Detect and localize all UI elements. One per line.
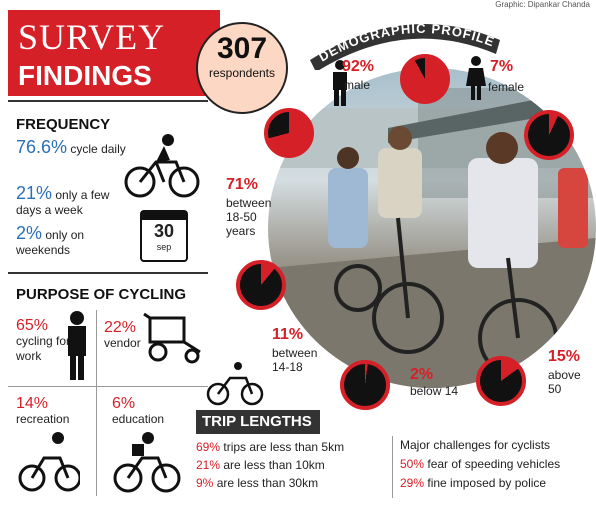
frequency-item-daily: 76.6% cycle daily [16, 137, 126, 157]
trip-item: 21% are less than 10km [196, 458, 325, 472]
pie-male [400, 54, 450, 104]
title-line-1: SURVEY [18, 17, 166, 57]
divider [8, 272, 208, 274]
vendor-cart-icon [143, 312, 201, 364]
frequency-heading: FREQUENCY [16, 116, 111, 133]
below-14-value: 2% [410, 366, 434, 383]
demographic-banner-arc: DEMOGRAPHIC PROFILE [310, 21, 500, 70]
pie-above-50 [476, 356, 526, 406]
age-14-18-label: between 14-18 [272, 346, 318, 374]
above-50-value: 15% [548, 348, 581, 365]
female-label: female [488, 80, 525, 94]
purpose-item-work: 65% cycling for work [16, 317, 71, 364]
age-18-50-label: between 18-50 years [226, 196, 272, 238]
male-label: male [344, 78, 371, 92]
frequency-item-weekly: 21% only a few days a week [16, 183, 110, 217]
purpose-item-vendor: 22% vendor [104, 319, 141, 351]
title-line-2: FINDINGS [18, 60, 152, 91]
student-cyclist-icon [113, 432, 181, 493]
female-icon [466, 56, 486, 100]
purpose-item-education: 6% education [112, 395, 165, 427]
pie-14-18 [236, 260, 286, 310]
female-value: 7% [490, 58, 514, 75]
calendar-month: sep [156, 242, 172, 252]
recreation-cyclist-icon [18, 432, 80, 492]
purpose-item-recreation: 14% recreation [16, 395, 70, 427]
trip-item: 9% are less than 30km [196, 476, 319, 490]
challenges-heading: Major challenges for cyclists [400, 438, 551, 452]
challenge-item: 29% fine imposed by police [400, 476, 547, 490]
age-18-50-value: 71% [226, 176, 259, 193]
divider [8, 100, 208, 102]
respondents-label: respondents [208, 66, 276, 80]
pie-18-50 [264, 108, 314, 158]
title-banner [8, 10, 220, 96]
respondents-badge: 307 respondents [196, 22, 288, 114]
cyclist-small-icon [206, 362, 264, 406]
above-50-label: above 50 [548, 368, 581, 396]
divider [392, 436, 393, 498]
challenges-list: Major challenges for cyclists 50% fear o… [400, 438, 592, 490]
trip-item: 69% trips are less than 5km [196, 440, 345, 454]
worker-icon [68, 311, 86, 380]
divider [96, 310, 97, 496]
challenge-item: 50% fear of speeding vehicles [400, 457, 561, 471]
male-value: 92% [342, 58, 375, 75]
pie-female [524, 110, 574, 160]
graphic-credit: Graphic: Dipankar Chanda [495, 0, 590, 9]
age-14-18-value: 11% [272, 326, 304, 343]
divider [8, 386, 208, 387]
calendar-number: 30 [153, 221, 175, 241]
below-14-label: below 14 [410, 384, 459, 398]
frequency-item-weekends: 2% only on weekends [16, 223, 85, 257]
trip-lengths-list: 69% trips are less than 5km 21% are less… [196, 436, 396, 498]
trip-lengths-banner [196, 410, 320, 434]
trip-lengths-heading: TRIP LENGTHS [202, 413, 312, 430]
pie-below-14 [340, 360, 390, 410]
bicycle-icon [124, 134, 200, 198]
purpose-heading: PURPOSE OF CYCLING [16, 286, 187, 303]
male-icon [333, 60, 347, 106]
respondents-count: 307 [216, 32, 268, 65]
calendar-icon: 30 sep [140, 210, 188, 262]
